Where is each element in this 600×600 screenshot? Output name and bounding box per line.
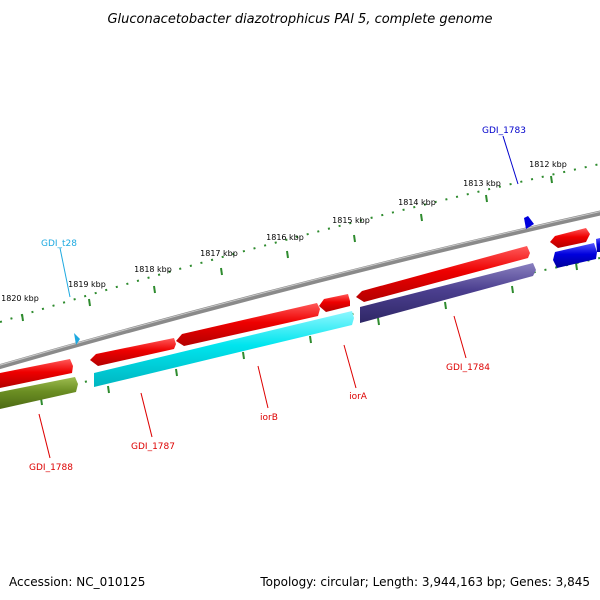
gene-label-gdi-1788[interactable]: GDI_1788 [29,463,73,473]
tick-label: 1812 kbp [529,160,567,169]
leader-iorb [257,365,269,409]
cds-forward[interactable] [319,294,350,312]
cds-forward[interactable] [90,338,176,366]
tick-label: 1814 kbp [398,198,436,207]
tick-label: 1819 kbp [68,280,106,289]
leader-gdi-1784 [453,315,467,359]
gene-label-gdi-1783[interactable]: GDI_1783 [482,126,526,136]
cds-forward[interactable] [550,228,590,248]
accession-text: Accession: NC_010125 [9,575,145,589]
tick-label: 1816 kbp [266,233,304,242]
map-title: Gluconacetobacter diazotrophicus PAl 5, … [107,12,492,27]
gene-marker-blue[interactable] [524,216,534,229]
major-ticks-outer [21,175,553,322]
gene-label-iora[interactable]: iorA [349,392,368,402]
reverse-cds-track [0,263,536,409]
leader-gdi-1783 [502,135,519,185]
genome-backbone [0,210,600,370]
scale-track-outer [0,163,600,323]
forward-cds-track [0,228,600,388]
cds-reverse-cyan[interactable] [94,311,354,387]
gene-labels: GDI_1783 GDI_t28 GDI_1784 iorA iorB GDI_… [29,126,526,473]
tick-label: 1815 kbp [332,216,370,225]
genome-summary: Topology: circular; Length: 3,944,163 bp… [259,575,590,589]
gene-label-gdi-1787[interactable]: GDI_1787 [131,442,175,452]
gene-label-gdi-1784[interactable]: GDI_1784 [446,363,490,373]
cds-forward[interactable] [0,359,73,388]
cds-reverse-olive[interactable] [0,377,78,409]
leader-gdi-1788 [38,413,51,459]
trna-marker[interactable] [74,333,80,345]
label-leaders [38,135,519,459]
scale-labels: 1812 kbp 1813 kbp 1814 kbp 1815 kbp 1816… [1,160,567,303]
tick-label: 1820 kbp [1,294,39,303]
genome-backbone-highlight [0,211,600,366]
cds-forward-blue[interactable] [553,243,597,268]
cds-forward[interactable] [356,246,530,302]
gene-label-gdi-t28[interactable]: GDI_t28 [41,239,77,249]
gene-label-iorb[interactable]: iorB [260,413,278,423]
cds-reverse-slate[interactable] [360,263,536,323]
cds-forward[interactable] [176,303,320,346]
tick-label: 1818 kbp [134,265,172,274]
leader-gdi-t28 [59,247,71,298]
tick-label: 1813 kbp [463,179,501,188]
tick-label: 1817 kbp [200,249,238,258]
leader-iora [343,344,357,389]
cds-forward-blue-edge[interactable] [596,238,600,252]
leader-gdi-1787 [140,392,153,438]
